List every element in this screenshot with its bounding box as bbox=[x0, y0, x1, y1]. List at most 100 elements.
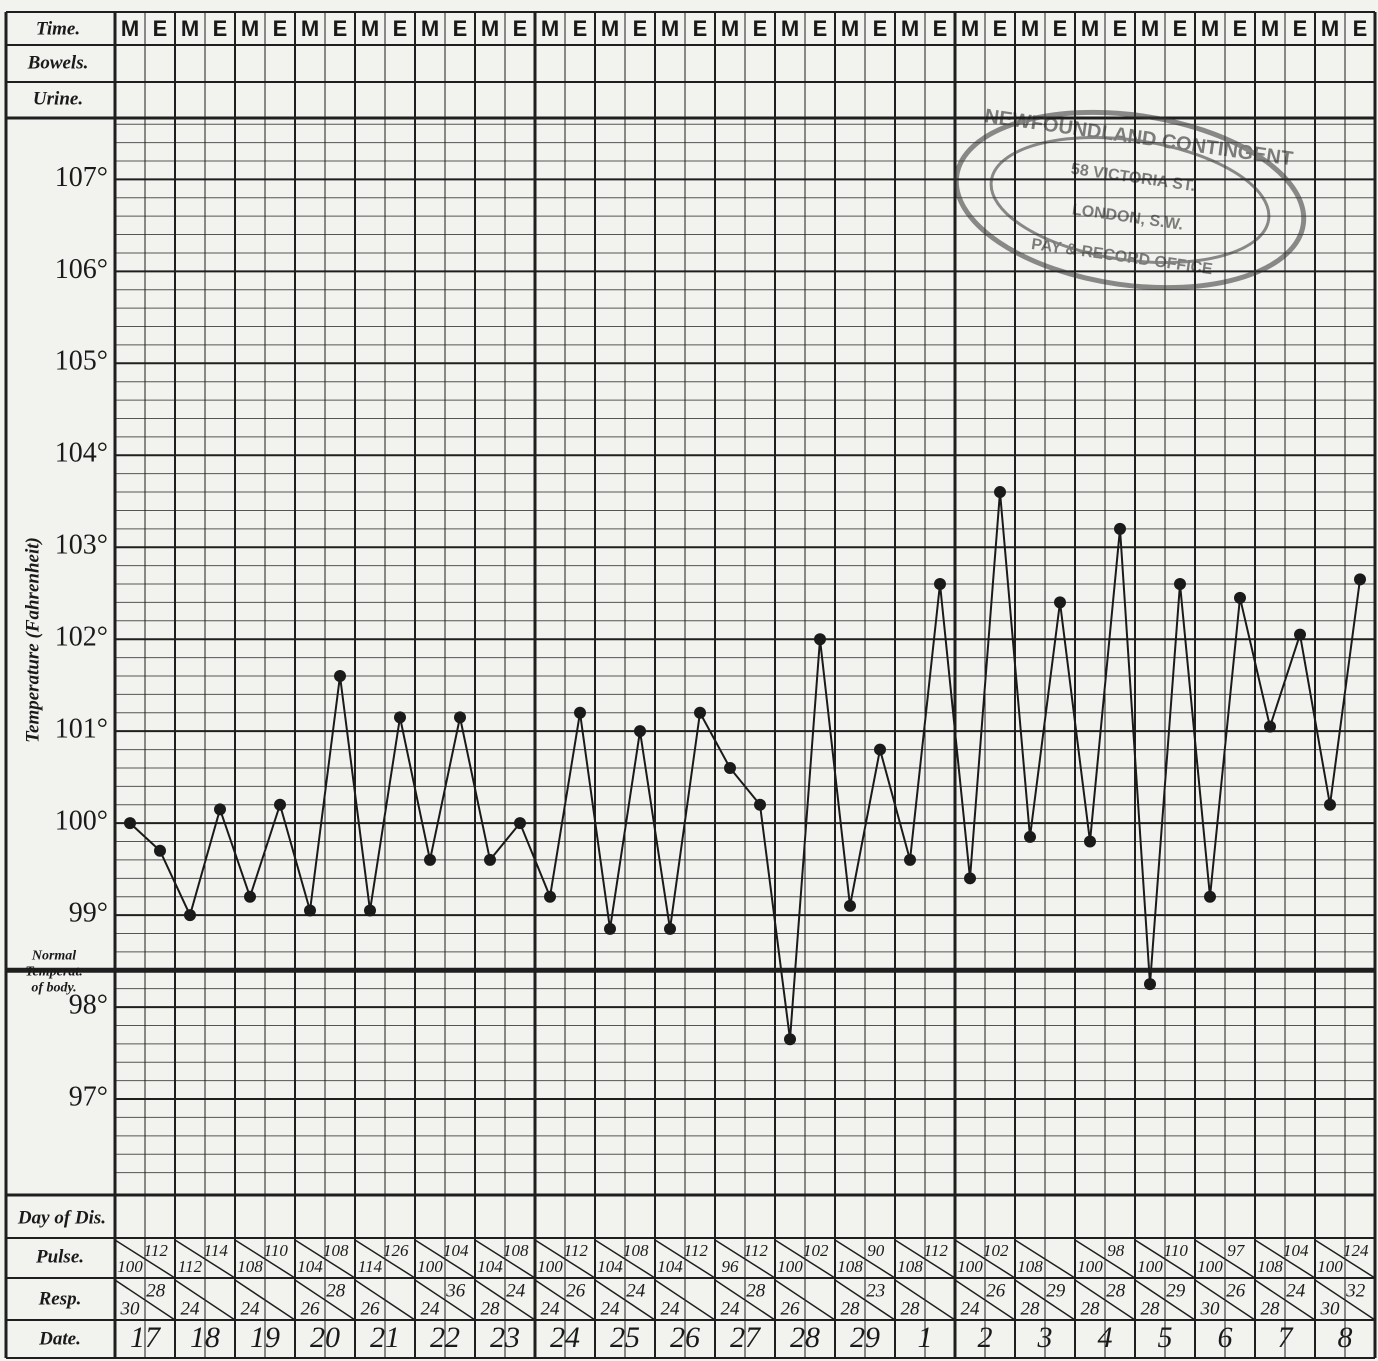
temperature-point bbox=[1294, 628, 1306, 641]
date-label: 18 bbox=[190, 1321, 220, 1354]
resp-value: 24 bbox=[721, 1298, 741, 1319]
resp-value: 26 bbox=[361, 1298, 381, 1319]
pulse-value: 104 bbox=[443, 1241, 469, 1260]
pulse-diagonal bbox=[534, 1239, 596, 1279]
date-label: 2 bbox=[978, 1321, 993, 1354]
temperature-point bbox=[664, 922, 676, 935]
temperature-point bbox=[244, 890, 256, 903]
pulse-value: 108 bbox=[1257, 1257, 1283, 1276]
pulse-value: 98 bbox=[1107, 1241, 1125, 1260]
y-tick-label: 106° bbox=[55, 254, 108, 285]
time-letter: M bbox=[1261, 16, 1279, 41]
temperature-point bbox=[394, 711, 406, 724]
temperature-point bbox=[304, 904, 316, 917]
pulse-value: 108 bbox=[237, 1257, 263, 1276]
temperature-point bbox=[1234, 591, 1246, 604]
resp-diagonal bbox=[654, 1279, 716, 1321]
resp-diagonal bbox=[234, 1279, 296, 1321]
normal-label: Temperat. bbox=[25, 965, 82, 980]
time-letter: M bbox=[301, 16, 319, 41]
resp-diagonal bbox=[114, 1279, 176, 1321]
time-letter: E bbox=[753, 16, 768, 41]
pulse-value: 124 bbox=[1343, 1241, 1369, 1260]
time-letter: M bbox=[841, 16, 859, 41]
resp-diagonal bbox=[1074, 1279, 1136, 1321]
resp-diagonal bbox=[834, 1279, 896, 1321]
resp-diagonal bbox=[1194, 1279, 1256, 1321]
temperature-point bbox=[1114, 522, 1126, 535]
resp-diagonal bbox=[174, 1279, 236, 1321]
resp-diagonal bbox=[1134, 1279, 1196, 1321]
pulse-value: 104 bbox=[657, 1257, 683, 1276]
pulse-value: 114 bbox=[358, 1257, 383, 1276]
pulse-value: 100 bbox=[1137, 1257, 1163, 1276]
day-label: Day of Dis. bbox=[17, 1207, 106, 1228]
normal-label: of body. bbox=[31, 981, 76, 996]
date-label: 22 bbox=[430, 1321, 460, 1354]
temperature-point bbox=[934, 578, 946, 591]
stamp-ring bbox=[989, 135, 1271, 265]
resp-value: 26 bbox=[301, 1298, 321, 1319]
pulse-value: 100 bbox=[537, 1257, 563, 1276]
time-letter: E bbox=[993, 16, 1008, 41]
date-label: 8 bbox=[1338, 1321, 1353, 1354]
pulse-value: 96 bbox=[722, 1257, 740, 1276]
resp-value: 24 bbox=[626, 1280, 646, 1301]
y-tick-label: 101° bbox=[55, 714, 108, 745]
temperature-point bbox=[844, 899, 856, 912]
time-letter: E bbox=[213, 16, 228, 41]
time-letter: M bbox=[901, 16, 919, 41]
pulse-value: 102 bbox=[803, 1241, 829, 1260]
pulse-diagonal bbox=[474, 1239, 536, 1279]
resp-value: 28 bbox=[1141, 1298, 1161, 1319]
temperature-point bbox=[1084, 835, 1096, 848]
temperature-point bbox=[544, 890, 556, 903]
resp-value: 32 bbox=[1345, 1280, 1366, 1301]
temperature-point bbox=[184, 909, 196, 922]
temperature-point bbox=[1354, 573, 1366, 586]
pulse-value: 112 bbox=[178, 1257, 203, 1276]
time-letter: E bbox=[813, 16, 828, 41]
time-letter: E bbox=[513, 16, 528, 41]
temperature-point bbox=[754, 798, 766, 811]
date-label: 29 bbox=[850, 1321, 880, 1354]
temperature-point bbox=[1174, 578, 1186, 591]
temperature-point bbox=[634, 725, 646, 738]
resp-diagonal bbox=[774, 1279, 836, 1321]
temperature-point bbox=[154, 844, 166, 857]
date-label: 23 bbox=[490, 1321, 520, 1354]
resp-value: 30 bbox=[1200, 1298, 1221, 1319]
urine-label: Urine. bbox=[33, 88, 83, 109]
pulse-value: 104 bbox=[597, 1257, 623, 1276]
time-letter: M bbox=[121, 16, 139, 41]
resp-diagonal bbox=[894, 1279, 956, 1321]
pulse-value: 108 bbox=[623, 1241, 649, 1260]
pulse-value: 100 bbox=[1317, 1257, 1343, 1276]
resp-diagonal bbox=[594, 1279, 656, 1321]
pulse-value: 100 bbox=[1197, 1257, 1223, 1276]
y-tick-label: 99° bbox=[69, 898, 108, 929]
resp-label: Resp. bbox=[38, 1288, 82, 1309]
resp-value: 28 bbox=[746, 1280, 766, 1301]
resp-value: 28 bbox=[901, 1298, 921, 1319]
time-letter: M bbox=[1141, 16, 1159, 41]
temperature-point bbox=[484, 853, 496, 866]
pulse-value: 126 bbox=[383, 1241, 409, 1260]
pulse-diagonal bbox=[894, 1239, 956, 1279]
resp-value: 24 bbox=[241, 1298, 261, 1319]
time-letter: M bbox=[1081, 16, 1099, 41]
date-label: 24 bbox=[550, 1321, 580, 1354]
pulse-value: 100 bbox=[117, 1257, 143, 1276]
pulse-diagonal bbox=[1014, 1239, 1076, 1279]
time-letter: M bbox=[181, 16, 199, 41]
pulse-value: 112 bbox=[924, 1241, 949, 1260]
date-label: 28 bbox=[790, 1321, 820, 1354]
y-tick-label: 100° bbox=[55, 806, 108, 837]
time-letter: M bbox=[661, 16, 679, 41]
resp-diagonal bbox=[294, 1279, 356, 1321]
pulse-value: 112 bbox=[744, 1241, 769, 1260]
temperature-point bbox=[1144, 978, 1156, 991]
y-tick-label: 105° bbox=[55, 346, 108, 377]
